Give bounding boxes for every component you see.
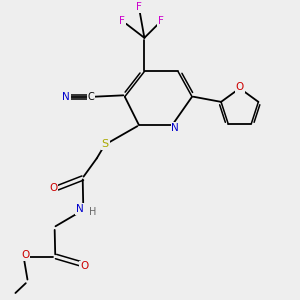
Text: O: O — [236, 82, 244, 92]
Text: O: O — [80, 261, 88, 272]
Text: F: F — [158, 16, 164, 26]
Text: F: F — [119, 16, 125, 26]
Text: O: O — [49, 183, 57, 193]
Text: C: C — [88, 92, 94, 102]
Text: N: N — [62, 92, 70, 102]
Text: F: F — [136, 2, 142, 12]
Text: O: O — [21, 250, 29, 260]
Text: N: N — [171, 123, 179, 133]
Text: N: N — [76, 204, 84, 214]
Text: S: S — [102, 140, 109, 149]
Text: H: H — [89, 207, 96, 217]
